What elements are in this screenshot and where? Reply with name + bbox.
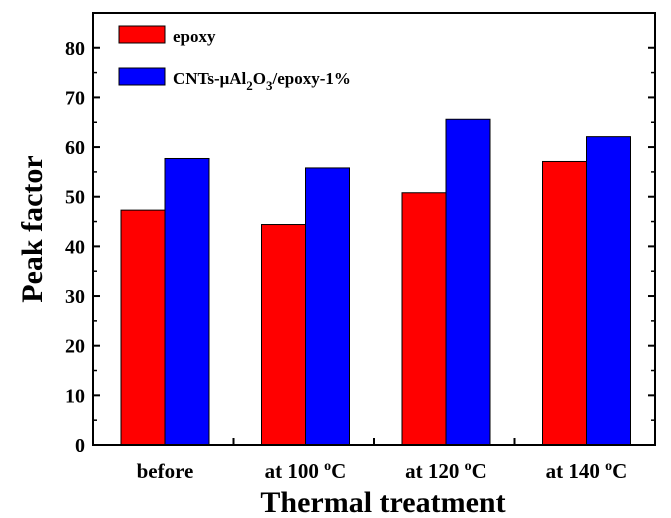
y-tick-label: 0 [75,435,85,457]
bars-group [120,118,631,446]
x-axis-title: Thermal treatment [260,486,505,518]
legend-label-epoxy: epoxy [173,27,216,46]
y-tick-label: 60 [65,137,85,159]
y-tick-label: 80 [65,38,85,60]
legend-swatch-epoxy [118,25,166,44]
legend-label-cnts-part-tail: /epoxy-1% [271,69,350,88]
legend-label-cnts: CNTs-μAl2O3/epoxy-1% [173,69,351,93]
bar-epoxy-0 [120,209,166,446]
y-tick-label: 40 [65,236,85,258]
legend-label-cnts-part-o: O [253,69,266,88]
bar-cnts-3 [586,136,631,446]
y-tick-label: 70 [65,87,85,109]
bar-cnts-1 [305,167,350,446]
y-tick-label: 30 [65,286,85,308]
bar-epoxy-2 [401,192,447,446]
bar-cnts-0 [164,157,210,446]
bar-epoxy-3 [542,160,587,446]
x-tick-label: before [137,459,194,483]
x-tick-label: at 100 oC [265,459,347,483]
y-tick-label: 20 [65,336,85,358]
bar-cnts-2 [445,118,491,446]
legend-label-cnts-sub-3: 3 [266,78,273,93]
legend-swatch-cnts [118,67,166,86]
legend: epoxy CNTs-μAl2O3/epoxy-1% [118,25,351,93]
legend-label-cnts-sub-2: 2 [246,78,253,93]
y-tick-label: 10 [65,385,85,407]
bar-epoxy-1 [261,224,306,446]
x-tick-label: at 120 oC [405,459,487,483]
y-tick-label: 50 [65,187,85,209]
x-tick-label: at 140 oC [546,459,628,483]
y-axis-title: Peak factor [16,155,49,302]
legend-label-cnts-part-1: CNTs-μAl [173,69,247,88]
y-axis-ticks: 0 10 20 30 40 50 60 70 80 [65,38,655,457]
x-axis-ticks: before at 100 oC at 120 oC at 140 oC [137,438,628,483]
